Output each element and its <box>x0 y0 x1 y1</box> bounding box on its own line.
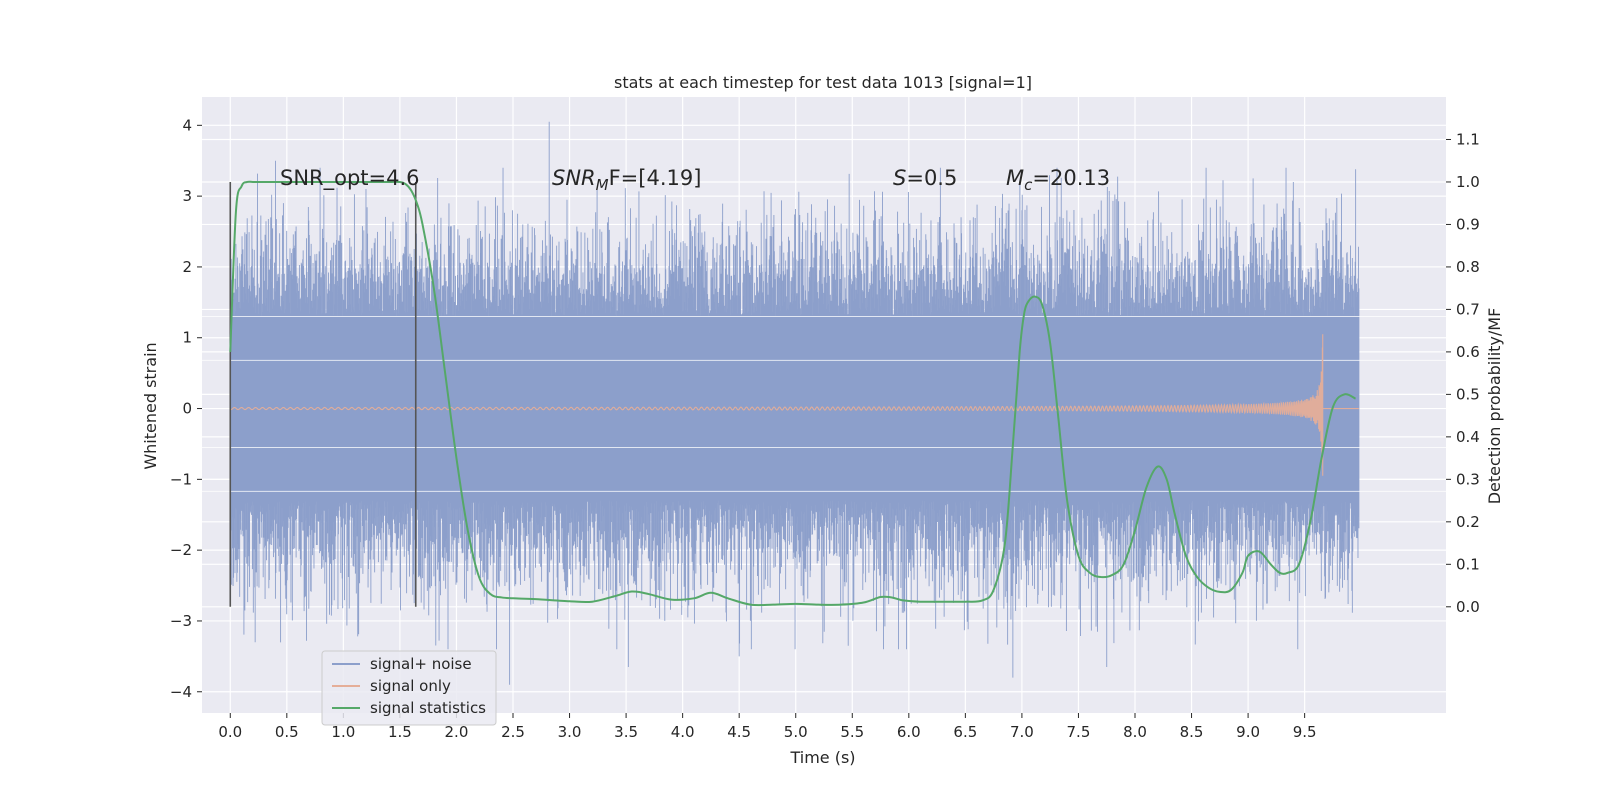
legend-box <box>321 650 497 726</box>
x-tick-label-16: 8.0 <box>1123 723 1147 741</box>
annotation-snr-mf-subscript: M <box>596 176 609 194</box>
y-tick-label-3: 1 <box>182 329 192 347</box>
y-axis-right-ticks: 1.1 1.0 0.9 0.8 0.7 0.6 0.5 0.4 0.3 0.2 0.1 0.0 <box>1446 130 1480 616</box>
annotation-snr-mf-value: F=[4.19] <box>609 166 702 190</box>
x-tick-label-18: 9.0 <box>1236 723 1260 741</box>
signal-only-series <box>230 334 1359 476</box>
y-right-tick-label-5: 0.6 <box>1456 343 1480 361</box>
y-tick-label-1: 3 <box>182 187 192 205</box>
x-axis-ticks: 0.0 0.5 1.0 1.5 2.0 2.5 3.0 3.5 4.0 4.5 5.0 5.5 6.0 6… <box>218 713 1317 741</box>
x-tick-label-19: 9.5 <box>1293 723 1317 741</box>
y-right-tick-label-2: 0.9 <box>1456 215 1480 233</box>
legend: signal+ noise signal only signal statist… <box>321 650 497 726</box>
y-axis-label: Whitened strain <box>141 342 160 469</box>
y-tick-label-8: −4 <box>170 683 192 701</box>
x-tick-label-5: 2.5 <box>501 723 525 741</box>
x-tick-label-17: 8.5 <box>1180 723 1204 741</box>
y-right-tick-label-9: 0.2 <box>1456 513 1480 531</box>
annotation-s: S=0.5 <box>893 166 957 190</box>
x-tick-label-11: 5.5 <box>840 723 864 741</box>
annotation-snr-opt: SNR_opt=4.6 <box>280 166 420 191</box>
signal-statistics-line <box>229 180 1356 607</box>
legend-label-signal-noise: signal+ noise <box>370 655 472 673</box>
annotation-mc-symbol: M <box>1006 166 1024 190</box>
y-right-tick-label-6: 0.5 <box>1456 385 1480 403</box>
x-tick-label-10: 5.0 <box>784 723 808 741</box>
y-right-tick-label-1: 1.0 <box>1456 173 1480 191</box>
x-tick-label-8: 4.0 <box>671 723 695 741</box>
annotation-snr-mf-symbol: SNR <box>552 166 596 190</box>
x-tick-label-0: 0.0 <box>218 723 242 741</box>
x-tick-label-7: 3.5 <box>614 723 638 741</box>
annotation-mc-subscript: c <box>1024 176 1033 194</box>
annotation-snr-mf: SNRMF=[4.19] <box>552 166 701 194</box>
legend-label-signal-statistics: signal statistics <box>370 699 486 717</box>
signal-statistics-series <box>229 180 1356 607</box>
x-axis-label: Time (s) <box>789 748 855 767</box>
x-tick-label-3: 1.5 <box>388 723 412 741</box>
annotation-s-value: =0.5 <box>906 166 957 190</box>
x-tick-label-4: 2.0 <box>445 723 469 741</box>
y-tick-label-0: 4 <box>182 116 192 134</box>
x-tick-label-15: 7.5 <box>1067 723 1091 741</box>
y-tick-label-4: 0 <box>182 400 192 418</box>
y-right-tick-label-0: 1.1 <box>1456 130 1480 148</box>
y-right-tick-label-11: 0.0 <box>1456 598 1480 616</box>
annotation-s-symbol: S <box>893 166 906 190</box>
x-tick-label-12: 6.0 <box>897 723 921 741</box>
y-right-tick-label-10: 0.1 <box>1456 555 1480 573</box>
annotation-mc: Mc=20.13 <box>1006 166 1110 194</box>
y-tick-label-7: −3 <box>170 612 192 630</box>
y-axis-ticks: 4 3 2 1 0 −1 −2 −3 −4 <box>170 116 202 701</box>
x-tick-label-2: 1.0 <box>331 723 355 741</box>
x-tick-label-6: 3.0 <box>558 723 582 741</box>
y-right-tick-label-7: 0.4 <box>1456 428 1480 446</box>
x-tick-label-14: 7.0 <box>1010 723 1034 741</box>
y-tick-label-5: −1 <box>170 470 192 488</box>
vertical-markers <box>229 181 417 607</box>
x-tick-label-1: 0.5 <box>275 723 299 741</box>
y-right-tick-label-4: 0.7 <box>1456 300 1480 318</box>
signal-only-line <box>230 334 1359 476</box>
chart-title: stats at each timestep for test data 101… <box>614 73 1032 92</box>
y-tick-label-2: 2 <box>182 258 192 276</box>
y-right-tick-label-8: 0.3 <box>1456 470 1480 488</box>
x-tick-label-9: 4.5 <box>727 723 751 741</box>
x-tick-label-13: 6.5 <box>953 723 977 741</box>
y-right-tick-label-3: 0.8 <box>1456 258 1480 276</box>
legend-label-signal-only: signal only <box>370 677 451 695</box>
y-axis-right-label: Detection probability/MF <box>1485 308 1504 505</box>
annotation-mc-value: =20.13 <box>1032 166 1110 190</box>
y-tick-label-6: −2 <box>170 541 192 559</box>
